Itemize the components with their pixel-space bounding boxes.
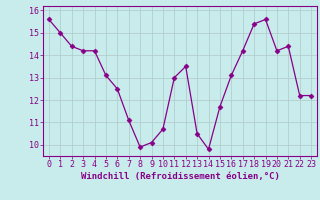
X-axis label: Windchill (Refroidissement éolien,°C): Windchill (Refroidissement éolien,°C) — [81, 172, 279, 181]
